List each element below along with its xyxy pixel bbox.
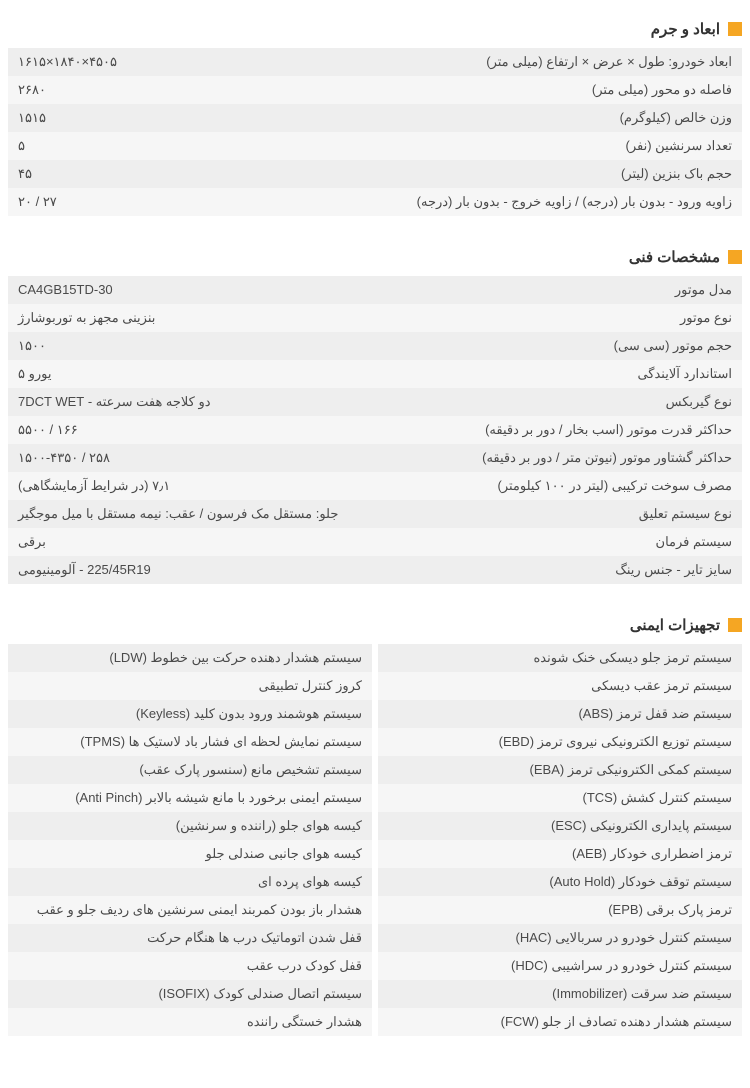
table-row: حجم موتور (سی سی)۱۵۰۰ xyxy=(8,332,742,360)
list-item: سیستم تشخیص مانع (سنسور پارک عقب) xyxy=(8,756,372,784)
square-marker-icon xyxy=(728,250,742,264)
section-title: ابعاد و جرم xyxy=(651,20,720,38)
spec-key: نوع سیستم تعلیق xyxy=(375,500,742,528)
spec-key: مصرف سوخت ترکیبی (لیتر در ۱۰۰ کیلومتر) xyxy=(375,472,742,500)
spec-key: سیستم فرمان xyxy=(375,528,742,556)
table-row: تعداد سرنشین (نفر)۵ xyxy=(8,132,742,160)
list-item: سیستم توزیع الکترونیکی نیروی ترمز (EBD) xyxy=(378,728,742,756)
section-title: مشخصات فنی xyxy=(629,248,720,266)
spec-key: حجم موتور (سی سی) xyxy=(375,332,742,360)
table-row: حجم باک بنزین (لیتر)۴۵ xyxy=(8,160,742,188)
table-row: سایز تایر - جنس رینگ225/45R19 - آلومینیو… xyxy=(8,556,742,584)
list-item: سیستم کمکی الکترونیکی ترمز (EBA) xyxy=(378,756,742,784)
table-row: حداکثر قدرت موتور (اسب بخار / دور بر دقی… xyxy=(8,416,742,444)
list-item: کیسه هوای پرده ای xyxy=(8,868,372,896)
spec-value: یورو ۵ xyxy=(8,360,375,388)
spec-key: سایز تایر - جنس رینگ xyxy=(375,556,742,584)
table-row: مدل موتورCA4GB15TD-30 xyxy=(8,276,742,304)
technical-table: مدل موتورCA4GB15TD-30نوع موتوربنزینی مجه… xyxy=(8,276,742,584)
list-item: هشدار باز بودن کمربند ایمنی سرنشین های ر… xyxy=(8,896,372,924)
table-row: استاندارد آلایندگییورو ۵ xyxy=(8,360,742,388)
spec-key: فاصله دو محور (میلی متر) xyxy=(375,76,742,104)
spec-key: حجم باک بنزین (لیتر) xyxy=(375,160,742,188)
list-item: کیسه هوای جانبی صندلی جلو xyxy=(8,840,372,868)
safety-two-column: سیستم ترمز جلو دیسکی خنک شوندهسیستم ترمز… xyxy=(8,644,742,1036)
table-row: نوع سیستم تعلیقجلو: مستقل مک فرسون / عقب… xyxy=(8,500,742,528)
list-item: هشدار خستگی راننده xyxy=(8,1008,372,1036)
spec-value: ۲۷ / ۲۰ xyxy=(8,188,375,216)
spec-key: حداکثر گشتاور موتور (نیوتن متر / دور بر … xyxy=(375,444,742,472)
square-marker-icon xyxy=(728,618,742,632)
spec-key: نوع موتور xyxy=(375,304,742,332)
spec-value: ۲۶۸۰ xyxy=(8,76,375,104)
spec-key: وزن خالص (کیلوگرم) xyxy=(375,104,742,132)
table-row: ابعاد خودرو: طول × عرض × ارتفاع (میلی مت… xyxy=(8,48,742,76)
table-row: نوع گیربکسدو کلاجه هفت سرعته - 7DCT WET xyxy=(8,388,742,416)
table-row: سیستم فرمانبرقی xyxy=(8,528,742,556)
spec-key: مدل موتور xyxy=(375,276,742,304)
spec-value: ۱۵۱۵ xyxy=(8,104,375,132)
list-item: قفل شدن اتوماتیک درب ها هنگام حرکت xyxy=(8,924,372,952)
table-row: نوع موتوربنزینی مجهز به توربوشارژ xyxy=(8,304,742,332)
list-item: سیستم پایداری الکترونیکی (ESC) xyxy=(378,812,742,840)
spec-value: ۴۵۰۵×۱۸۴۰×۱۶۱۵ xyxy=(8,48,375,76)
list-item: سیستم کنترل خودرو در سربالایی (HAC) xyxy=(378,924,742,952)
section-title: تجهیزات ایمنی xyxy=(630,616,720,634)
list-item: سیستم اتصال صندلی کودک (ISOFIX) xyxy=(8,980,372,1008)
spec-value: ۲۵۸ / ۱۵۰۰-۴۳۵۰ xyxy=(8,444,375,472)
dimensions-table: ابعاد خودرو: طول × عرض × ارتفاع (میلی مت… xyxy=(8,48,742,216)
spec-key: ابعاد خودرو: طول × عرض × ارتفاع (میلی مت… xyxy=(375,48,742,76)
spec-key: نوع گیربکس xyxy=(375,388,742,416)
spec-value: ۱۵۰۰ xyxy=(8,332,375,360)
section-header: تجهیزات ایمنی xyxy=(8,616,742,634)
list-item: سیستم ضد قفل ترمز (ABS) xyxy=(378,700,742,728)
table-row: وزن خالص (کیلوگرم)۱۵۱۵ xyxy=(8,104,742,132)
table-row: فاصله دو محور (میلی متر)۲۶۸۰ xyxy=(8,76,742,104)
list-item: سیستم هشدار دهنده تصادف از جلو (FCW) xyxy=(378,1008,742,1036)
list-item: سیستم نمایش لحظه ای فشار باد لاستیک ها (… xyxy=(8,728,372,756)
spec-value: ۱۶۶ / ۵۵۰۰ xyxy=(8,416,375,444)
spec-value: 225/45R19 - آلومینیومی xyxy=(8,556,375,584)
spec-value: بنزینی مجهز به توربوشارژ xyxy=(8,304,375,332)
spec-key: زاویه ورود - بدون بار (درجه) / زاویه خرو… xyxy=(375,188,742,216)
list-item: سیستم ایمنی برخورد با مانع شیشه بالابر (… xyxy=(8,784,372,812)
spec-key: حداکثر قدرت موتور (اسب بخار / دور بر دقی… xyxy=(375,416,742,444)
spec-value: برقی xyxy=(8,528,375,556)
list-item: کروز کنترل تطبیقی xyxy=(8,672,372,700)
list-item: سیستم کنترل خودرو در سراشیبی (HDC) xyxy=(378,952,742,980)
spec-value: CA4GB15TD-30 xyxy=(8,276,375,304)
list-item: سیستم ترمز عقب دیسکی xyxy=(378,672,742,700)
table-row: زاویه ورود - بدون بار (درجه) / زاویه خرو… xyxy=(8,188,742,216)
list-item: ترمز پارک برقی (EPB) xyxy=(378,896,742,924)
list-item: سیستم ضد سرقت (Immobilizer) xyxy=(378,980,742,1008)
safety-column-left: سیستم هشدار دهنده حرکت بین خطوط (LDW)کرو… xyxy=(8,644,372,1036)
list-item: سیستم هشدار دهنده حرکت بین خطوط (LDW) xyxy=(8,644,372,672)
spec-value: جلو: مستقل مک فرسون / عقب: نیمه مستقل با… xyxy=(8,500,375,528)
section-header: ابعاد و جرم xyxy=(8,20,742,38)
list-item: سیستم ترمز جلو دیسکی خنک شونده xyxy=(378,644,742,672)
spec-value: دو کلاجه هفت سرعته - 7DCT WET xyxy=(8,388,375,416)
section-safety: تجهیزات ایمنی سیستم ترمز جلو دیسکی خنک ش… xyxy=(8,616,742,1036)
section-dimensions: ابعاد و جرم ابعاد خودرو: طول × عرض × ارت… xyxy=(8,20,742,216)
table-row: مصرف سوخت ترکیبی (لیتر در ۱۰۰ کیلومتر)۷٫… xyxy=(8,472,742,500)
section-header: مشخصات فنی xyxy=(8,248,742,266)
list-item: سیستم هوشمند ورود بدون کلید (Keyless) xyxy=(8,700,372,728)
spec-value: ۷٫۱ (در شرایط آزمایشگاهی) xyxy=(8,472,375,500)
spec-value: ۴۵ xyxy=(8,160,375,188)
spec-value: ۵ xyxy=(8,132,375,160)
list-item: ترمز اضطراری خودکار (AEB) xyxy=(378,840,742,868)
square-marker-icon xyxy=(728,22,742,36)
section-technical: مشخصات فنی مدل موتورCA4GB15TD-30نوع موتو… xyxy=(8,248,742,584)
table-row: حداکثر گشتاور موتور (نیوتن متر / دور بر … xyxy=(8,444,742,472)
spec-key: تعداد سرنشین (نفر) xyxy=(375,132,742,160)
list-item: سیستم کنترل کشش (TCS) xyxy=(378,784,742,812)
list-item: کیسه هوای جلو (راننده و سرنشین) xyxy=(8,812,372,840)
safety-column-right: سیستم ترمز جلو دیسکی خنک شوندهسیستم ترمز… xyxy=(378,644,742,1036)
spec-key: استاندارد آلایندگی xyxy=(375,360,742,388)
list-item: سیستم توقف خودکار (Auto Hold) xyxy=(378,868,742,896)
list-item: قفل کودک درب عقب xyxy=(8,952,372,980)
